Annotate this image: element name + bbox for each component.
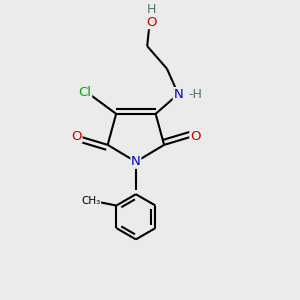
Text: O: O [146,16,157,28]
Text: O: O [190,130,200,143]
Text: Cl: Cl [79,86,92,99]
Text: CH₃: CH₃ [81,196,101,206]
Text: N: N [173,88,183,100]
Text: N: N [131,155,141,168]
Text: -H: -H [188,88,202,100]
Text: H: H [147,3,156,16]
Text: O: O [71,130,82,143]
